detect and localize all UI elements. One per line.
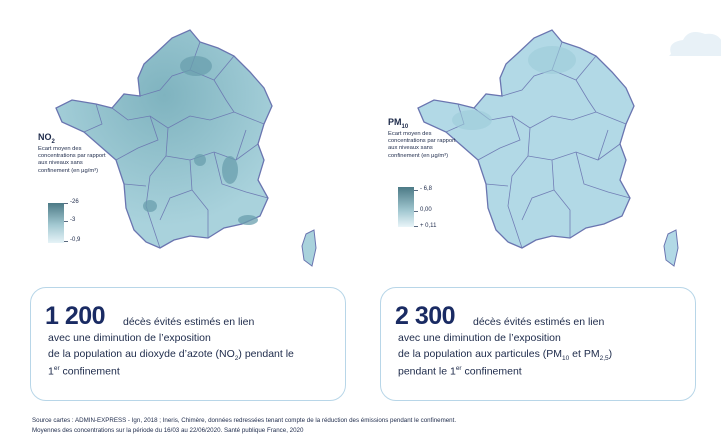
pm10-corsica	[663, 229, 679, 267]
no2-tick-1	[64, 203, 68, 204]
no2-corsica	[301, 229, 317, 267]
pm10-legend-value-min: + 0,11	[420, 223, 437, 229]
source-line-2: Moyennes des concentrations sur la pério…	[32, 427, 304, 434]
no2-mainland	[55, 29, 273, 249]
no2-legend-value-min: -0,9	[70, 237, 81, 243]
source-line-1: Source cartes : ADMIN-EXPRESS - Ign, 201…	[32, 417, 457, 424]
pm10-mainland	[417, 29, 635, 249]
pm-card-line3: de la population aux particules (PM10 et…	[398, 348, 613, 363]
pm10-tick-3	[414, 226, 418, 227]
no2-hotspots	[143, 56, 258, 225]
no2-legend-value-mid: -3	[70, 217, 76, 223]
pm10-legend-value-mid: 0,00	[420, 207, 432, 213]
no2-legend-colorbar	[48, 203, 64, 243]
no2-legend-description: Ecart moyen des concentrations par rappo…	[38, 146, 106, 174]
pm10-legend-value-max: - 6,8	[420, 186, 433, 192]
pm10-legend-title: PM10	[388, 117, 409, 130]
no2-map-france	[55, 29, 317, 267]
no2-legend-title: NO2	[38, 132, 55, 145]
no2-card-line4: 1er confinement	[48, 365, 120, 378]
pm-card-line2: avec une diminution de l’exposition	[398, 332, 561, 344]
pm10-tick-2	[414, 211, 418, 212]
no2-card-line1: décès évités estimés en lien	[123, 316, 255, 328]
no2-tick-3	[64, 241, 68, 242]
no2-legend-value-max: -26	[70, 199, 79, 205]
pm-deaths-card: 2 300 décès évités estimés en lien avec …	[380, 287, 696, 401]
pm10-north-darker	[452, 46, 576, 130]
pm10-legend-description: Ecart moyen des concentrations par rappo…	[388, 131, 456, 159]
pm10-map-france	[417, 29, 679, 267]
pm-card-line1: décès évités estimés en lien	[473, 316, 605, 328]
no2-deaths-card: 1 200 décès évités estimés en lien avec …	[30, 287, 346, 401]
no2-card-line3: de la population au dioxyde d’azote (NO2…	[48, 348, 294, 363]
pm-card-line4: pendant le 1er confinement	[398, 365, 522, 378]
pm10-tick-1	[414, 190, 418, 191]
pm10-legend-colorbar	[398, 187, 414, 227]
decorative-cloud	[669, 32, 721, 56]
no2-card-line2: avec une diminution de l’exposition	[48, 332, 211, 344]
pm-deaths-number: 2 300	[395, 302, 456, 330]
no2-deaths-number: 1 200	[45, 302, 106, 330]
no2-tick-2	[64, 221, 68, 222]
